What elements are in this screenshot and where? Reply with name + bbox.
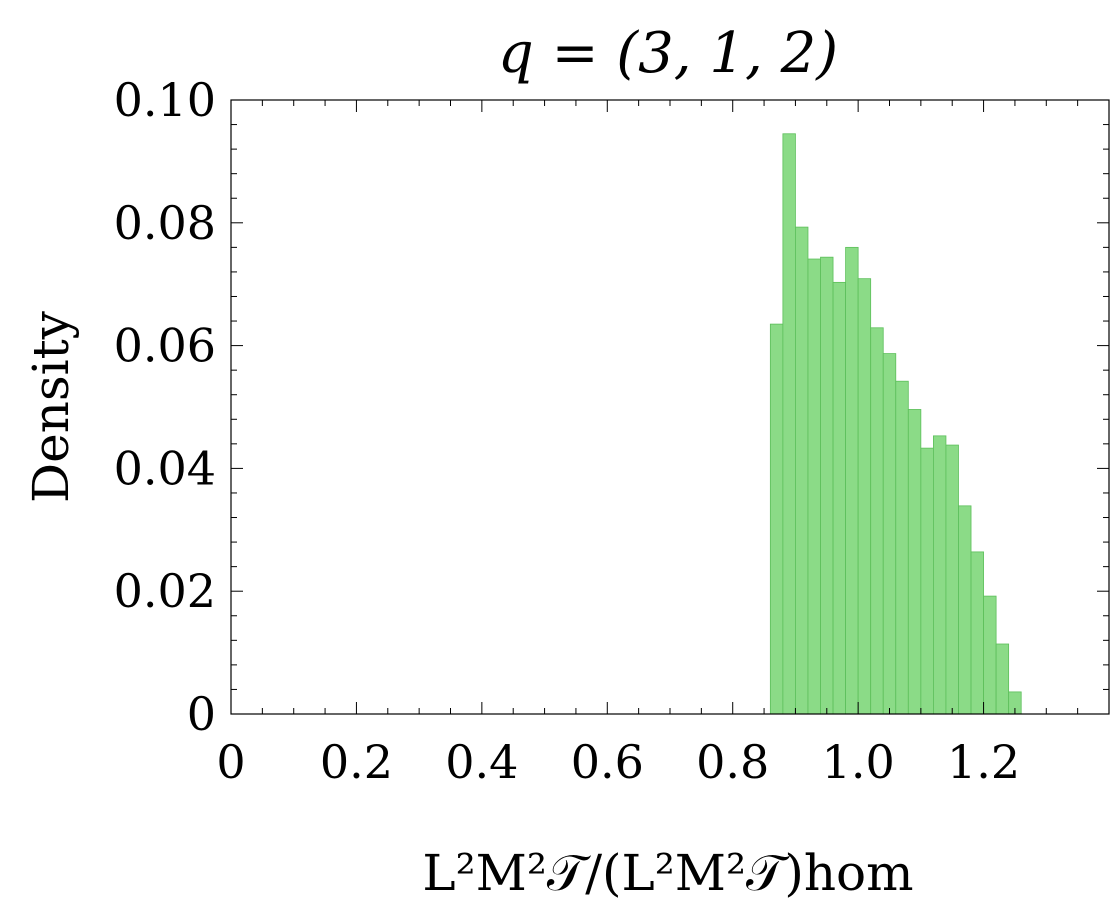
histogram-bar xyxy=(920,447,934,715)
histogram-bar xyxy=(870,327,884,715)
histogram-bar xyxy=(933,435,947,715)
histogram-bar xyxy=(807,258,821,715)
bars xyxy=(769,133,1022,715)
x-tick-label: 0.6 xyxy=(571,735,644,789)
y-tick-label: 0 xyxy=(187,687,216,741)
histogram-bar xyxy=(782,133,796,715)
histogram-bar xyxy=(995,643,1010,715)
x-tick-label: 0.4 xyxy=(445,735,518,789)
y-tick-label: 0.10 xyxy=(114,73,216,127)
histogram-bar xyxy=(795,226,809,715)
histogram-bar xyxy=(958,505,972,715)
x-tick-label: 1.0 xyxy=(822,735,895,789)
histogram-bar xyxy=(907,409,922,715)
histogram-bar xyxy=(895,380,909,715)
y-axis-label: Density xyxy=(22,310,80,503)
histogram-bar xyxy=(970,551,984,715)
histogram-bar xyxy=(882,353,897,715)
x-tick-label: 0.2 xyxy=(320,735,393,789)
histogram-bar xyxy=(983,595,997,715)
x-axis-label: L²M²𝒯/(L²M²𝒯)hom xyxy=(422,844,913,902)
histogram-bar xyxy=(820,256,834,715)
y-tick-label: 0.06 xyxy=(114,319,216,373)
x-tick-label: 1.2 xyxy=(947,735,1020,789)
y-tick-label: 0.08 xyxy=(114,196,216,250)
y-tick-label: 0.02 xyxy=(114,564,216,618)
x-tick-label: 0 xyxy=(216,735,245,789)
x-ticks: 0 0.2 0.4 0.6 0.8 1.0 1.2 xyxy=(216,100,1110,789)
histogram-bar xyxy=(832,281,846,715)
chart-title: q = (3, 1, 2) xyxy=(498,21,838,86)
y-tick-label: 0.04 xyxy=(114,441,216,495)
histogram-bar xyxy=(845,246,859,715)
histogram-bar xyxy=(857,278,872,715)
x-tick-label: 0.8 xyxy=(696,735,769,789)
y-ticks: 0 0.02 0.04 0.06 0.08 0.10 xyxy=(114,73,1109,741)
histogram-bar xyxy=(769,323,784,715)
histogram-bar xyxy=(945,444,959,715)
